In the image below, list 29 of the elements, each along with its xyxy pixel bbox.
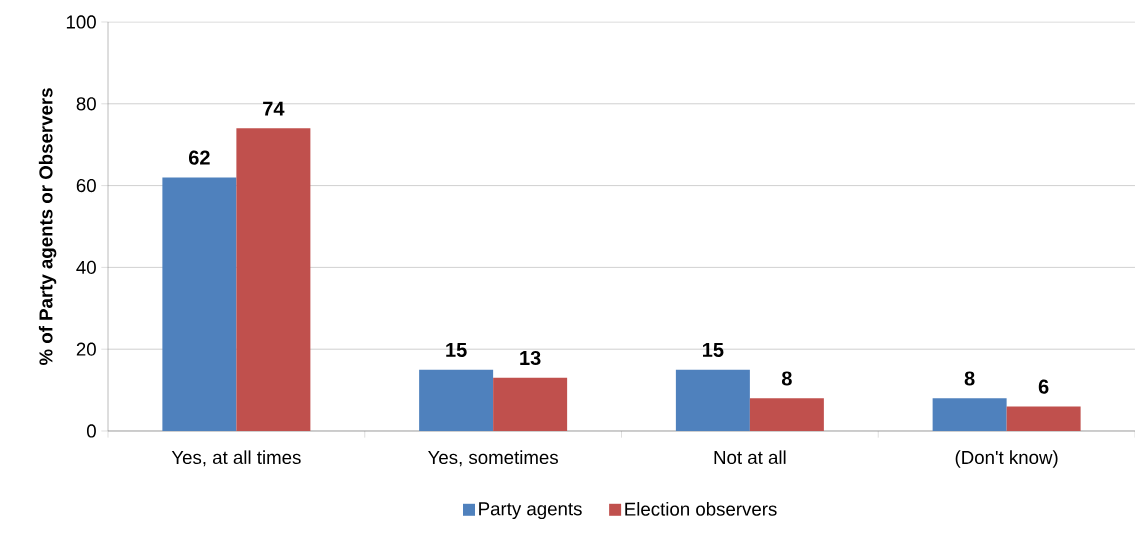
bar: [162, 177, 237, 431]
data-label: 15: [446, 342, 467, 357]
bar: [419, 369, 494, 431]
y-axis-title: % of Party agents or Observers: [38, 88, 57, 366]
legend-label: Party agents: [479, 502, 582, 520]
bar: [1006, 406, 1081, 431]
x-tick-label: Yes, sometimes: [428, 450, 558, 467]
data-label: 8: [964, 371, 975, 386]
y-tick-label: 80: [76, 97, 96, 111]
legend-label: Election observers: [625, 502, 777, 516]
x-tick-label: (Don't know): [955, 450, 1058, 468]
x-tick-label: Not at all: [714, 450, 786, 465]
data-label: 74: [263, 101, 285, 116]
bar: [749, 398, 824, 431]
data-label: 6: [1038, 379, 1049, 394]
data-label: 13: [520, 350, 541, 366]
data-label: 15: [703, 342, 724, 357]
y-tick-label: 0: [86, 424, 96, 438]
data-label: 62: [188, 150, 210, 165]
y-tick-label: 60: [76, 178, 96, 193]
bar: [675, 369, 750, 431]
y-tick-label: 100: [66, 15, 96, 29]
bar: [932, 398, 1007, 431]
y-tick-label: 20: [76, 342, 96, 356]
bar: [236, 128, 311, 431]
data-label: 8: [781, 371, 792, 386]
bar: [493, 377, 568, 431]
y-tick-label: 40: [76, 260, 96, 274]
x-tick-label: Yes, at all times: [171, 450, 301, 467]
